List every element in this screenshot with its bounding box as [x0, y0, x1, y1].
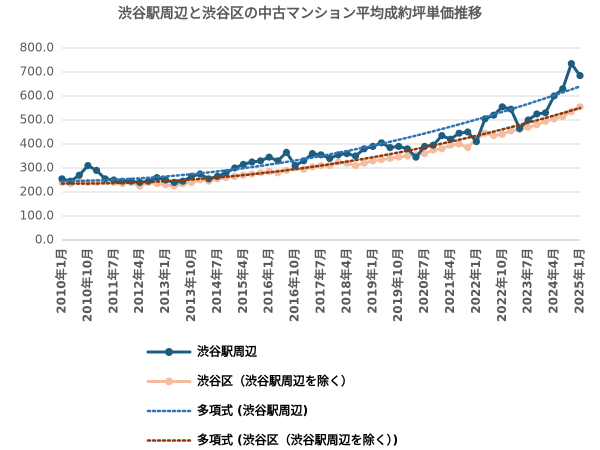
data-point [567, 60, 575, 68]
data-point [472, 138, 480, 146]
data-point [369, 157, 377, 165]
data-point [351, 162, 360, 170]
y-tick-label: 600.0 [20, 89, 54, 103]
legend-label: 渋谷区（渋谷駅周辺を除く） [197, 373, 353, 388]
data-point [308, 150, 316, 158]
data-point [541, 109, 550, 117]
data-point [455, 140, 463, 148]
y-tick-label: 800.0 [20, 41, 54, 55]
data-point [360, 159, 368, 167]
data-point [248, 158, 256, 166]
x-tick-label: 2015年4月 [235, 248, 250, 314]
y-tick-label: 500.0 [20, 113, 54, 127]
legend-label: 渋谷駅周辺 [197, 344, 257, 359]
data-point [84, 162, 92, 170]
data-point [75, 171, 83, 179]
data-point [412, 153, 420, 161]
x-tick-label: 2024年4月 [546, 248, 561, 314]
data-point [403, 152, 411, 160]
x-tick-label: 2013年1月 [157, 248, 172, 314]
x-tick-label: 2010年1月 [54, 248, 69, 314]
x-tick-label: 2019年10月 [390, 248, 405, 322]
data-point [464, 128, 472, 136]
data-point [386, 154, 394, 162]
legend-label: 多項式 (渋谷駅周辺) [197, 403, 308, 418]
data-point [438, 145, 446, 153]
data-point [395, 142, 403, 150]
data-point [464, 144, 472, 152]
y-tick-label: 700.0 [20, 65, 54, 79]
x-tick-label: 2021年4月 [442, 248, 457, 314]
y-tick-label: 200.0 [20, 185, 54, 199]
data-point [490, 132, 498, 140]
data-point [351, 152, 360, 160]
data-point [421, 150, 429, 158]
data-point [92, 166, 101, 174]
legend-label: 多項式 (渋谷区（渋谷駅周辺を除く）) [197, 432, 398, 447]
x-tick-label: 2013年10月 [183, 248, 198, 322]
data-point [576, 72, 584, 80]
data-point [524, 116, 532, 124]
data-point [386, 144, 394, 152]
data-point [239, 160, 247, 168]
x-tick-label: 2019年1月 [364, 248, 379, 314]
data-point [498, 103, 506, 111]
data-point [524, 123, 532, 131]
y-tick-label: 0.0 [35, 233, 54, 247]
data-point [533, 121, 541, 129]
y-tick-label: 400.0 [20, 137, 54, 151]
x-tick-label: 2017年7月 [313, 248, 328, 314]
x-tick-label: 2014年7月 [209, 248, 224, 314]
x-tick-label: 2025年1月 [572, 248, 587, 314]
data-point [291, 162, 299, 170]
x-tick-label: 2016年10月 [287, 248, 302, 322]
data-point [498, 130, 506, 138]
chart-title: 渋谷駅周辺と渋谷区の中古マンション平均成約坪単価推移 [118, 5, 482, 22]
data-point [446, 141, 455, 149]
x-tick-label: 2023年7月 [520, 248, 535, 314]
data-point [438, 132, 446, 140]
data-point [326, 154, 334, 162]
data-point [455, 129, 463, 137]
legend-marker [165, 348, 173, 356]
data-point [377, 156, 386, 164]
x-tick-label: 2022年10月 [494, 248, 509, 322]
y-tick-label: 300.0 [20, 161, 54, 175]
x-tick-label: 2011年7月 [105, 248, 120, 314]
data-point [507, 127, 515, 135]
data-point [395, 153, 403, 161]
trend-line [60, 85, 582, 183]
data-point [282, 148, 291, 156]
data-point [559, 85, 567, 93]
x-tick-label: 2022年1月 [468, 248, 483, 314]
trend-line [60, 106, 582, 185]
x-tick-label: 2018年4月 [338, 248, 353, 314]
x-tick-label: 2020年7月 [416, 248, 431, 314]
y-tick-label: 100.0 [20, 209, 54, 223]
legend-marker [165, 377, 173, 386]
data-point [265, 153, 273, 161]
x-tick-label: 2012年4月 [131, 248, 146, 314]
data-point [256, 157, 265, 165]
x-tick-label: 2016年1月 [261, 248, 276, 314]
data-point [533, 110, 541, 118]
x-tick-label: 2010年10月 [79, 248, 94, 322]
